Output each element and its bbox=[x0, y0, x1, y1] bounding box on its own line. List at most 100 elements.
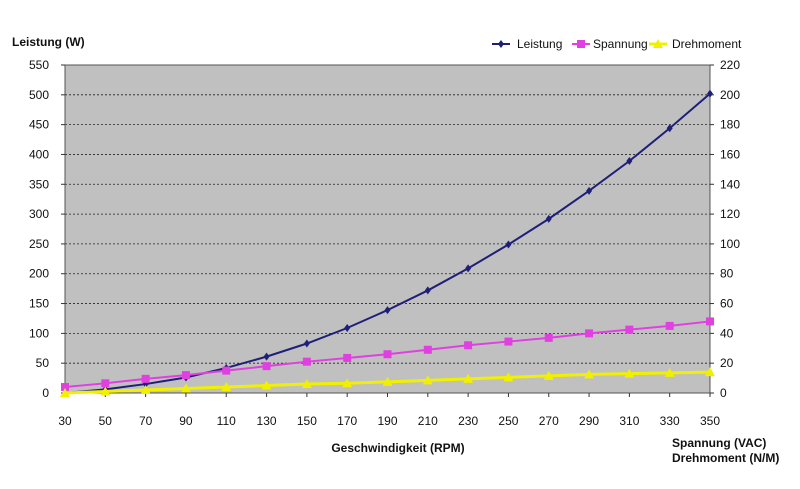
x-tick-label: 270 bbox=[539, 414, 559, 428]
legend-label-spannung: Spannung bbox=[593, 37, 648, 51]
x-tick-label: 70 bbox=[139, 414, 153, 428]
x-tick-label: 210 bbox=[418, 414, 438, 428]
data-point-leistung bbox=[303, 339, 310, 348]
series-lines bbox=[60, 89, 715, 397]
left-axis-ticks: 0 50 100 150 200 250 300 350 400 450 500 550 bbox=[29, 58, 65, 400]
right-tick-label: 100 bbox=[720, 237, 740, 251]
data-point-drehmoment bbox=[503, 372, 514, 382]
data-point-leistung bbox=[263, 352, 270, 361]
data-point-leistung bbox=[666, 124, 673, 133]
left-tick-label: 100 bbox=[29, 326, 49, 340]
legend-marker-drehmoment bbox=[653, 39, 663, 48]
data-point-spannung bbox=[61, 383, 69, 392]
data-point-drehmoment bbox=[180, 383, 191, 393]
left-tick-label: 550 bbox=[29, 58, 49, 72]
x-axis-ticks: 30 50 70 90 110 130 150 170 190 210 230 250 270 290 31… bbox=[58, 393, 720, 428]
x-tick-label: 130 bbox=[257, 414, 277, 428]
x-tick-label: 310 bbox=[619, 414, 639, 428]
x-tick-label: 330 bbox=[660, 414, 680, 428]
data-point-drehmoment bbox=[705, 367, 715, 377]
legend: Leistung Spannung Drehmoment bbox=[492, 37, 742, 51]
data-point-spannung bbox=[585, 329, 594, 338]
right-axis-ticks: 0 20 40 60 80 100 120 140 160 180 200 220 bbox=[710, 58, 740, 400]
legend-marker-leistung bbox=[498, 40, 504, 48]
right-tick-label: 120 bbox=[720, 207, 740, 221]
x-tick-label: 30 bbox=[58, 414, 72, 428]
data-point-spannung bbox=[423, 345, 432, 354]
data-point-drehmoment bbox=[543, 370, 554, 380]
data-point-drehmoment bbox=[664, 367, 675, 377]
x-axis-title: Geschwindigkeit (RPM) bbox=[331, 441, 464, 455]
right-tick-label: 200 bbox=[720, 88, 740, 102]
x-tick-label: 350 bbox=[700, 414, 720, 428]
data-point-leistung bbox=[545, 214, 552, 223]
x-tick-label: 90 bbox=[179, 414, 193, 428]
data-point-spannung bbox=[544, 333, 553, 342]
data-point-drehmoment bbox=[422, 375, 433, 385]
data-point-spannung bbox=[464, 341, 473, 350]
data-point-drehmoment bbox=[261, 380, 272, 390]
data-point-drehmoment bbox=[463, 373, 474, 383]
data-point-leistung bbox=[384, 306, 391, 315]
left-tick-label: 400 bbox=[29, 147, 49, 161]
legend-marker-spannung bbox=[577, 40, 585, 48]
x-tick-label: 250 bbox=[498, 414, 518, 428]
right-tick-label: 220 bbox=[720, 58, 740, 72]
data-point-spannung bbox=[101, 379, 110, 388]
data-point-spannung bbox=[625, 325, 634, 334]
data-point-leistung bbox=[626, 157, 633, 166]
x-tick-label: 230 bbox=[458, 414, 478, 428]
y-left-axis-title: Leistung (W) bbox=[12, 35, 85, 49]
data-point-drehmoment bbox=[221, 382, 232, 392]
right-tick-label: 0 bbox=[720, 386, 727, 400]
data-point-spannung bbox=[706, 317, 714, 326]
data-point-spannung bbox=[504, 337, 513, 346]
x-tick-label: 110 bbox=[217, 414, 236, 428]
right-tick-label: 60 bbox=[720, 297, 734, 311]
data-point-spannung bbox=[222, 366, 231, 375]
x-tick-label: 150 bbox=[297, 414, 317, 428]
data-point-drehmoment bbox=[342, 378, 353, 388]
series-drehmoment bbox=[60, 367, 715, 397]
data-point-spannung bbox=[262, 362, 271, 371]
gridlines bbox=[65, 94, 710, 364]
right-tick-label: 140 bbox=[720, 177, 740, 191]
plot-area-background bbox=[65, 65, 710, 393]
left-tick-label: 50 bbox=[36, 356, 50, 370]
x-tick-label: 170 bbox=[337, 414, 357, 428]
left-tick-label: 500 bbox=[29, 88, 49, 102]
data-point-leistung bbox=[344, 323, 351, 332]
x-tick-label: 290 bbox=[579, 414, 599, 428]
left-tick-label: 150 bbox=[29, 297, 49, 311]
data-point-spannung bbox=[302, 357, 311, 366]
data-point-leistung bbox=[424, 286, 431, 295]
data-point-drehmoment bbox=[100, 386, 111, 396]
data-point-leistung bbox=[465, 264, 472, 273]
data-point-drehmoment bbox=[382, 376, 393, 386]
y-right-axis-title-torque: Drehmoment (N/M) bbox=[672, 451, 779, 465]
left-tick-label: 250 bbox=[29, 237, 49, 251]
data-point-spannung bbox=[343, 353, 352, 362]
legend-label-drehmoment: Drehmoment bbox=[672, 37, 742, 51]
data-point-spannung bbox=[141, 374, 150, 383]
left-tick-label: 0 bbox=[42, 386, 49, 400]
right-tick-label: 40 bbox=[720, 326, 734, 340]
data-point-leistung bbox=[505, 240, 512, 249]
data-point-spannung bbox=[181, 371, 190, 380]
legend-label-leistung: Leistung bbox=[517, 37, 562, 51]
data-point-drehmoment bbox=[624, 368, 635, 378]
data-point-leistung bbox=[586, 186, 593, 195]
left-tick-label: 200 bbox=[29, 267, 49, 281]
series-spannung bbox=[61, 317, 714, 392]
left-tick-label: 450 bbox=[29, 118, 49, 132]
y-right-axis-title-voltage: Spannung (VAC) bbox=[672, 436, 766, 450]
right-tick-label: 80 bbox=[720, 267, 734, 281]
left-tick-label: 300 bbox=[29, 207, 49, 221]
data-point-drehmoment bbox=[584, 369, 595, 379]
right-tick-label: 20 bbox=[720, 356, 734, 370]
data-point-leistung bbox=[707, 89, 713, 98]
x-tick-label: 50 bbox=[99, 414, 113, 428]
data-point-spannung bbox=[383, 350, 392, 359]
